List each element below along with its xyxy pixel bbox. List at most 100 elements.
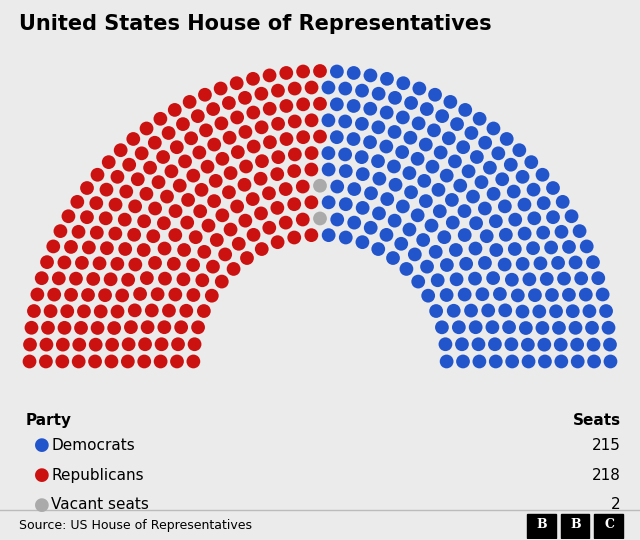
Circle shape — [80, 181, 94, 195]
Circle shape — [206, 102, 220, 116]
Circle shape — [431, 183, 445, 197]
Circle shape — [305, 146, 319, 160]
Circle shape — [364, 221, 378, 235]
Circle shape — [171, 338, 185, 351]
Circle shape — [468, 320, 483, 334]
Circle shape — [202, 219, 216, 233]
Circle shape — [536, 321, 549, 335]
Circle shape — [253, 172, 268, 186]
Circle shape — [114, 143, 127, 157]
Text: ●: ● — [34, 466, 49, 484]
Circle shape — [141, 320, 154, 334]
Circle shape — [522, 355, 536, 368]
Circle shape — [201, 160, 214, 173]
Circle shape — [247, 140, 260, 153]
Circle shape — [230, 111, 244, 124]
Circle shape — [255, 154, 269, 168]
Circle shape — [128, 303, 141, 317]
Circle shape — [498, 258, 511, 272]
Circle shape — [81, 288, 95, 302]
Circle shape — [372, 87, 385, 100]
Text: B: B — [570, 518, 581, 531]
Circle shape — [364, 102, 377, 116]
Circle shape — [356, 201, 369, 215]
Circle shape — [246, 106, 260, 119]
Circle shape — [93, 256, 106, 270]
Circle shape — [155, 338, 168, 351]
Circle shape — [108, 321, 121, 335]
Circle shape — [69, 272, 83, 286]
Circle shape — [271, 201, 284, 215]
Text: Democrats: Democrats — [51, 438, 135, 453]
Circle shape — [122, 158, 136, 172]
Circle shape — [566, 305, 580, 318]
Circle shape — [210, 233, 224, 247]
Circle shape — [596, 288, 609, 301]
Circle shape — [532, 305, 546, 318]
Circle shape — [39, 355, 52, 368]
Circle shape — [177, 272, 190, 286]
Circle shape — [426, 160, 439, 173]
Circle shape — [305, 80, 319, 94]
Circle shape — [419, 194, 433, 208]
Circle shape — [453, 179, 467, 192]
Circle shape — [371, 242, 385, 256]
Circle shape — [94, 305, 108, 318]
Circle shape — [169, 204, 182, 218]
Circle shape — [347, 132, 360, 146]
Circle shape — [371, 120, 385, 134]
Circle shape — [526, 241, 540, 255]
Circle shape — [40, 338, 53, 352]
Circle shape — [486, 271, 500, 285]
Circle shape — [472, 355, 486, 368]
Circle shape — [461, 165, 476, 178]
Circle shape — [313, 179, 327, 193]
Circle shape — [296, 97, 310, 111]
Circle shape — [458, 204, 471, 218]
Circle shape — [440, 288, 454, 302]
Circle shape — [536, 168, 549, 181]
Circle shape — [458, 288, 472, 301]
Text: Vacant seats: Vacant seats — [51, 497, 149, 512]
Circle shape — [348, 182, 361, 196]
Circle shape — [138, 338, 152, 351]
Circle shape — [148, 201, 162, 215]
Circle shape — [522, 272, 536, 286]
Circle shape — [128, 199, 142, 213]
Circle shape — [54, 224, 67, 238]
Circle shape — [148, 256, 162, 270]
Circle shape — [271, 235, 285, 249]
Circle shape — [321, 80, 335, 94]
Circle shape — [222, 96, 236, 110]
Circle shape — [271, 150, 285, 164]
Circle shape — [493, 287, 507, 301]
Circle shape — [143, 161, 157, 174]
Circle shape — [140, 271, 154, 285]
Circle shape — [448, 154, 462, 168]
Circle shape — [469, 217, 483, 230]
Circle shape — [372, 172, 387, 186]
Circle shape — [24, 321, 38, 335]
Circle shape — [197, 245, 211, 259]
Circle shape — [442, 131, 456, 145]
Circle shape — [435, 109, 449, 123]
Circle shape — [64, 240, 78, 254]
Circle shape — [399, 262, 413, 276]
Circle shape — [429, 245, 443, 259]
Circle shape — [404, 185, 418, 199]
Circle shape — [380, 106, 394, 119]
Circle shape — [305, 163, 318, 177]
Circle shape — [239, 160, 253, 173]
Circle shape — [296, 65, 310, 78]
Circle shape — [191, 320, 205, 334]
Circle shape — [499, 228, 513, 241]
Circle shape — [427, 124, 441, 137]
Circle shape — [158, 272, 172, 286]
Circle shape — [263, 136, 277, 149]
Circle shape — [90, 226, 104, 240]
Circle shape — [156, 150, 170, 164]
Circle shape — [246, 72, 260, 86]
Circle shape — [388, 125, 401, 139]
Circle shape — [545, 288, 559, 302]
Circle shape — [555, 225, 568, 239]
